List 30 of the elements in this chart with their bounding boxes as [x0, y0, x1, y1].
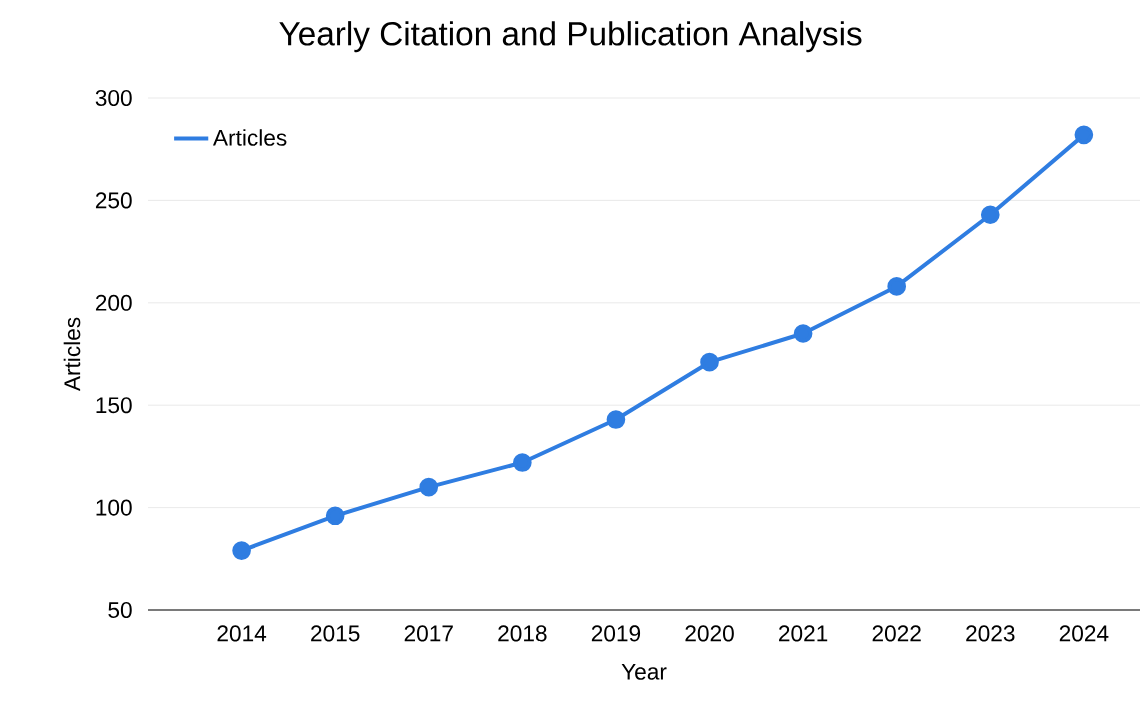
- x-tick-label: 2019: [591, 625, 641, 642]
- point: [513, 453, 532, 472]
- x-tick-label: 2022: [872, 625, 921, 642]
- x-tick-label: 2017: [404, 625, 453, 642]
- x-tick-label: 2023: [966, 625, 1015, 642]
- point: [606, 410, 626, 429]
- x-tick-label: 2015: [311, 625, 360, 642]
- y-tick-label: 150: [96, 397, 132, 414]
- x-tick-label: 2018: [498, 625, 547, 642]
- y-tick-label: 200: [95, 294, 132, 311]
- x-tick-label: 2021: [779, 625, 828, 642]
- point: [232, 541, 251, 560]
- y-tick-label: 100: [96, 499, 132, 516]
- point: [700, 352, 719, 372]
- legend-label: Articles: [212, 129, 287, 146]
- point: [1074, 125, 1094, 145]
- point: [325, 506, 345, 526]
- y-axis-title: Articles: [63, 317, 81, 392]
- y-tick-label: 50: [108, 601, 132, 619]
- point: [793, 324, 813, 343]
- x-tick-label: 2024: [1059, 625, 1109, 642]
- point: [980, 205, 1000, 225]
- x-axis-title: Year: [621, 663, 667, 680]
- point: [419, 477, 439, 497]
- x-tick-label: 2020: [685, 625, 734, 642]
- y-tick-label: 300: [95, 89, 132, 107]
- x-tick-label: 2014: [217, 625, 267, 642]
- chart-title: Yearly Citation and Publication Analysis: [279, 21, 862, 53]
- y-tick-label: 250: [95, 192, 132, 209]
- point: [887, 277, 907, 296]
